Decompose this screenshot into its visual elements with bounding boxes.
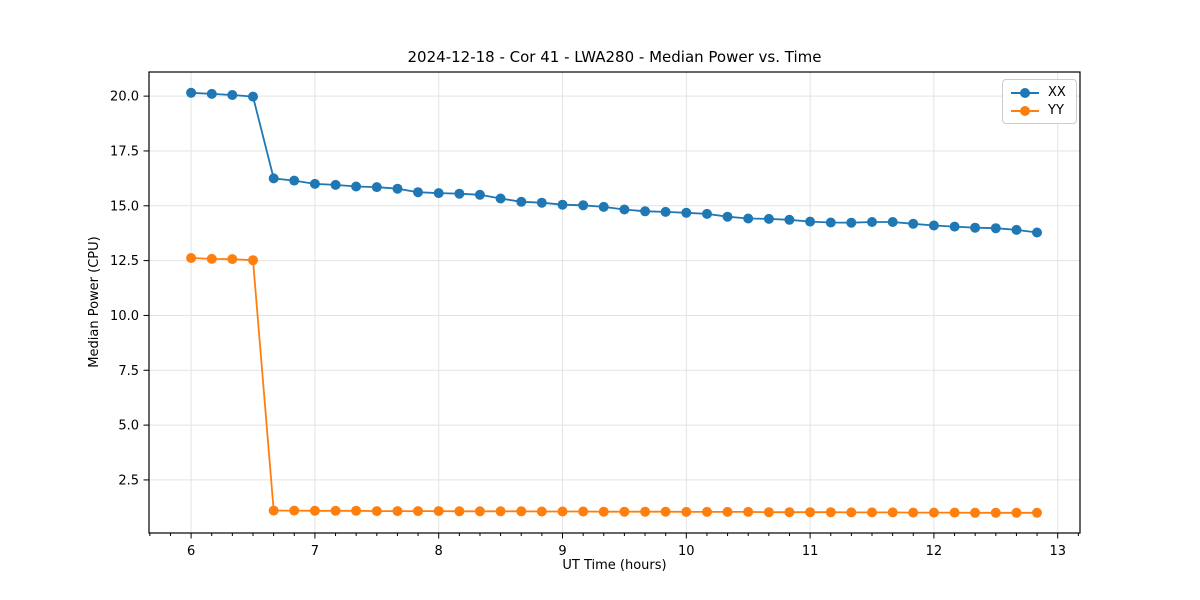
svg-text:13: 13 [1049, 544, 1066, 559]
axis-ticks [143, 95, 1079, 539]
svg-text:5.0: 5.0 [118, 419, 139, 434]
svg-text:12: 12 [926, 544, 943, 559]
series-xx-line [191, 91, 1038, 234]
svg-text:11: 11 [802, 544, 819, 559]
series-xx-markers [186, 87, 1042, 238]
legend: XX YY [1002, 79, 1077, 124]
svg-text:7: 7 [311, 544, 319, 559]
grid [149, 72, 1080, 533]
legend-item-yy: YY [1011, 103, 1066, 118]
svg-text:10.0: 10.0 [110, 309, 139, 324]
chart-title: 2024-12-18 - Cor 41 - LWA280 - Median Po… [407, 48, 822, 66]
y-tick-labels: 2.5 5.0 7.5 10.0 12.5 15.0 17.5 20.0 [110, 90, 139, 489]
x-tick-labels: 6 7 8 9 10 11 12 13 [187, 544, 1066, 559]
svg-text:12.5: 12.5 [110, 254, 139, 269]
plot-border [148, 71, 1081, 534]
svg-text:15.0: 15.0 [110, 199, 139, 214]
legend-label-yy: YY [1048, 103, 1064, 118]
legend-swatch-xx-icon [1011, 87, 1039, 98]
y-axis-label: Median Power (CPU) [87, 236, 102, 368]
svg-text:9: 9 [558, 544, 566, 559]
x-axis-label: UT Time (hours) [562, 558, 667, 573]
svg-text:2.5: 2.5 [118, 473, 139, 488]
svg-text:17.5: 17.5 [110, 144, 139, 159]
legend-label-xx: XX [1048, 85, 1066, 100]
legend-item-xx: XX [1011, 85, 1066, 100]
svg-text:10: 10 [678, 544, 695, 559]
legend-swatch-yy-icon [1011, 105, 1039, 116]
svg-text:6: 6 [187, 544, 195, 559]
svg-text:20.0: 20.0 [110, 90, 139, 105]
series-yy-markers [186, 253, 1042, 518]
svg-text:7.5: 7.5 [118, 364, 139, 379]
series-yy-line [191, 257, 1037, 514]
svg-text:8: 8 [435, 544, 443, 559]
